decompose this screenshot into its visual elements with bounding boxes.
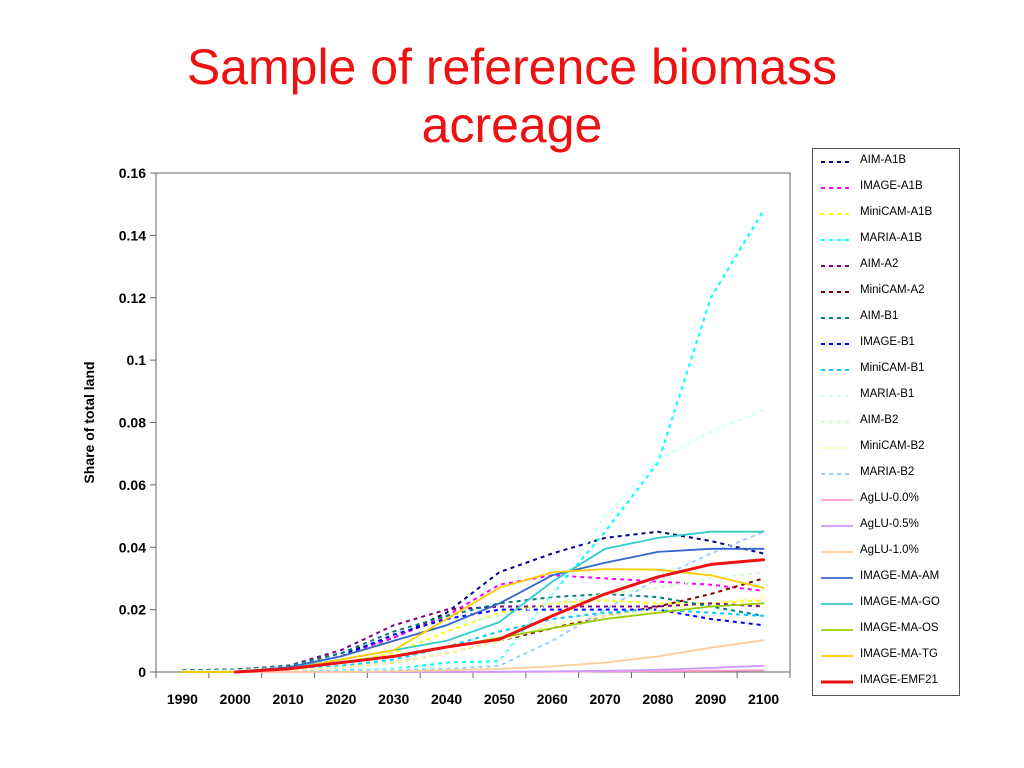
legend-swatch <box>821 447 853 449</box>
legend-swatch <box>821 291 853 293</box>
x-tick-label: 2000 <box>220 691 251 707</box>
plot-area <box>155 172 791 673</box>
legend-item: IMAGE-MA-OS <box>813 617 959 643</box>
legend-item: MiniCAM-A2 <box>813 279 959 305</box>
legend-label: AgLU-0.0% <box>860 492 919 504</box>
legend-label: IMAGE-MA-AM <box>860 570 940 582</box>
legend-swatch <box>821 317 853 319</box>
legend-item: MiniCAM-A1B <box>813 201 959 227</box>
legend-item: IMAGE-EMF21 <box>813 669 959 695</box>
legend-swatch <box>821 603 853 605</box>
legend-item: MiniCAM-B2 <box>813 435 959 461</box>
legend-swatch <box>821 655 853 657</box>
legend-swatch <box>821 629 853 631</box>
legend-label: AgLU-1.0% <box>860 544 919 556</box>
y-tick-label: 0.16 <box>119 165 146 181</box>
legend-swatch <box>821 499 853 501</box>
legend-item: AIM-A2 <box>813 253 959 279</box>
legend-item: MARIA-A1B <box>813 227 959 253</box>
y-tick-label: 0.04 <box>119 539 146 555</box>
legend-label: IMAGE-MA-OS <box>860 622 939 634</box>
legend-item: IMAGE-A1B <box>813 175 959 201</box>
slide-title-line-2: acreage <box>421 97 603 153</box>
legend-item: MiniCAM-B1 <box>813 357 959 383</box>
legend-swatch <box>821 343 853 345</box>
legend-item: MARIA-B2 <box>813 461 959 487</box>
x-tick-label: 2010 <box>273 691 304 707</box>
legend-label: MARIA-A1B <box>860 232 922 244</box>
legend-item: AgLU-0.0% <box>813 487 959 513</box>
legend-swatch <box>821 421 853 423</box>
legend-label: MARIA-B2 <box>860 466 915 478</box>
legend-swatch <box>821 239 853 241</box>
x-tick-label: 2100 <box>748 691 779 707</box>
legend-label: AIM-A1B <box>860 154 907 166</box>
slide-title: Sample of reference biomass acreage <box>0 38 1024 154</box>
legend-label: IMAGE-B1 <box>860 336 915 348</box>
series-line-image-a1b <box>182 574 764 673</box>
legend-label: IMAGE-A1B <box>860 180 923 192</box>
legend-swatch <box>821 369 853 371</box>
x-tick-label: 2090 <box>695 691 726 707</box>
legend-swatch <box>821 265 853 267</box>
y-tick-label: 0.1 <box>127 352 147 368</box>
x-tick-label: 1990 <box>167 691 198 707</box>
y-tick-label: 0.14 <box>119 227 146 243</box>
chart-legend: AIM-A1B IMAGE-A1B MiniCAM-A1B MARIA-A1B AIM-… <box>812 148 960 696</box>
y-axis-label: Share of total land <box>81 361 97 483</box>
y-tick-label: 0.06 <box>119 477 146 493</box>
legend-swatch <box>821 187 853 189</box>
x-tick-label: 2030 <box>378 691 409 707</box>
legend-item: MARIA-B1 <box>813 383 959 409</box>
legend-label: MiniCAM-A1B <box>860 206 933 218</box>
legend-swatch <box>821 395 853 397</box>
series-line-aglu-1-0 <box>181 639 765 673</box>
legend-item: IMAGE-MA-TG <box>813 643 959 669</box>
x-tick-label: 2060 <box>537 691 568 707</box>
legend-item: AIM-B2 <box>813 409 959 435</box>
legend-swatch <box>821 525 853 527</box>
legend-label: MiniCAM-B2 <box>860 440 925 452</box>
series-line-image-emf21 <box>233 558 766 674</box>
legend-item: IMAGE-MA-AM <box>813 565 959 591</box>
legend-label: AIM-B2 <box>860 414 899 426</box>
legend-label: MiniCAM-A2 <box>860 284 925 296</box>
legend-label: AIM-A2 <box>860 258 899 270</box>
legend-label: AIM-B1 <box>860 310 899 322</box>
legend-label: AgLU-0.5% <box>860 518 919 530</box>
y-tick-label: 0.02 <box>119 602 146 618</box>
legend-swatch <box>821 213 853 215</box>
y-tick-label: 0.08 <box>119 415 146 431</box>
legend-swatch <box>821 161 853 163</box>
series-line-aim-b1 <box>182 593 764 672</box>
legend-label: MARIA-B1 <box>860 388 915 400</box>
y-tick-label: 0.12 <box>119 290 146 306</box>
legend-item: AgLU-1.0% <box>813 539 959 565</box>
legend-label: IMAGE-EMF21 <box>860 674 938 686</box>
x-tick-label: 2070 <box>590 691 621 707</box>
series-line-maria-b2 <box>182 530 764 673</box>
legend-swatch <box>821 473 853 475</box>
legend-swatch <box>821 551 853 553</box>
legend-swatch <box>821 577 853 579</box>
legend-item: IMAGE-B1 <box>813 331 959 357</box>
legend-label: MiniCAM-B1 <box>860 362 925 374</box>
legend-item: AIM-B1 <box>813 305 959 331</box>
x-tick-label: 2050 <box>484 691 515 707</box>
slide-title-line-1: Sample of reference biomass <box>186 39 838 95</box>
series-line-maria-b1 <box>182 409 764 673</box>
legend-item: IMAGE-MA-GO <box>813 591 959 617</box>
x-tick-label: 2080 <box>642 691 673 707</box>
legend-item: AgLU-0.5% <box>813 513 959 539</box>
legend-item: AIM-A1B <box>813 149 959 175</box>
legend-swatch <box>821 680 853 684</box>
x-tick-label: 2020 <box>325 691 356 707</box>
series-line-minicam-b2 <box>182 596 764 673</box>
legend-label: IMAGE-MA-TG <box>860 648 938 660</box>
series-line-image-ma-go <box>181 530 765 673</box>
legend-label: IMAGE-MA-GO <box>860 596 940 608</box>
y-tick-label: 0 <box>138 664 146 680</box>
x-tick-label: 2040 <box>431 691 462 707</box>
